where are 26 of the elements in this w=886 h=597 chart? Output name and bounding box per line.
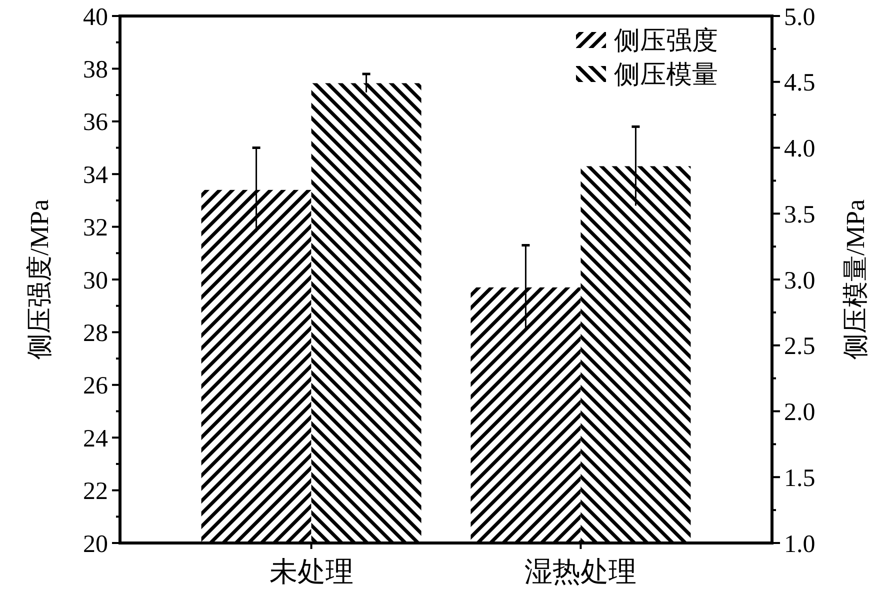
y2-tick-label: 4.0 xyxy=(784,136,816,162)
y-tick-label: 32 xyxy=(83,214,108,242)
y-tick-label: 30 xyxy=(83,267,108,294)
y-tick-label: 20 xyxy=(83,530,108,558)
legend-label: 侧压模量 xyxy=(614,60,718,90)
y-tick-label: 38 xyxy=(83,56,108,84)
y-tick-label: 24 xyxy=(83,425,108,452)
y2-tick-label: 5.0 xyxy=(784,4,816,31)
y-tick-label: 36 xyxy=(83,109,108,136)
y2-axis-title: 侧压模量/MPa xyxy=(841,198,870,360)
y2-tick-label: 4.5 xyxy=(784,70,816,97)
y-tick-label: 40 xyxy=(83,4,108,31)
y2-tick-label: 1.0 xyxy=(784,530,816,558)
y2-tick-label: 3.5 xyxy=(784,201,816,228)
y-tick-label: 22 xyxy=(83,478,108,506)
x-tick-label: 未处理 xyxy=(269,557,354,588)
y-axis-title: 侧压强度/MPa xyxy=(25,198,54,360)
y-tick-label: 28 xyxy=(83,320,108,347)
y-tick-label: 26 xyxy=(83,372,108,400)
y-tick-label: 34 xyxy=(83,162,108,189)
x-tick-label: 湿热处理 xyxy=(524,557,637,588)
y2-tick-label: 1.5 xyxy=(784,464,816,492)
y2-tick-label: 2.0 xyxy=(784,399,816,426)
legend-label: 侧压强度 xyxy=(614,26,718,56)
y2-tick-label: 2.5 xyxy=(784,333,816,360)
y2-tick-label: 3.0 xyxy=(784,267,816,294)
